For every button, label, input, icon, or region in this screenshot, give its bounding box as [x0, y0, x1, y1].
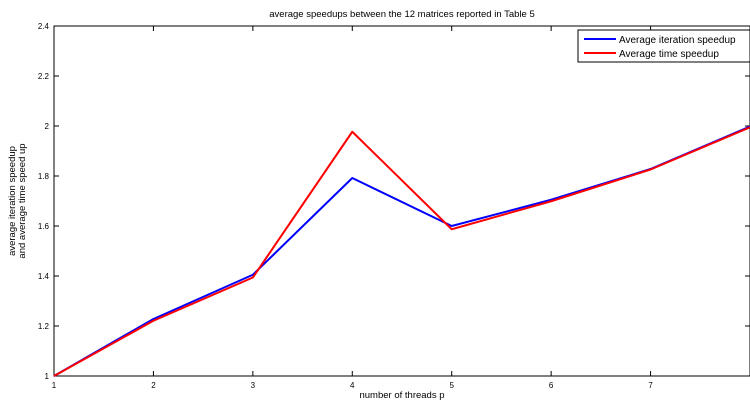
legend-box — [577, 29, 750, 63]
y-tick-label: 1.4 — [38, 272, 50, 281]
legend-label-iteration: Average iteration speedup — [619, 35, 736, 46]
y-tick-label: 2.2 — [38, 72, 50, 81]
series-layer — [53, 125, 750, 377]
y-axis-label-line-1: average iteration speedup — [7, 146, 18, 256]
x-tick-label: 3 — [251, 381, 256, 390]
y-tick-label: 2 — [45, 122, 50, 131]
x-tick-label: 2 — [151, 381, 156, 390]
y-tick-label: 2.4 — [38, 22, 50, 31]
x-tick-label: 5 — [449, 381, 454, 390]
y-tick-label: 1.6 — [38, 222, 50, 231]
x-tick-label: 7 — [648, 381, 653, 390]
legend: Average iteration speedup Average time s… — [577, 29, 750, 63]
y-tick-label: 1 — [45, 372, 50, 381]
legend-label-time: Average time speedup — [619, 49, 719, 60]
series-line-time-speedup — [53, 126, 750, 377]
x-axis-label: number of threads p — [359, 390, 444, 401]
y-tick-label: 1.2 — [38, 322, 50, 331]
y-tick-label: 1.8 — [38, 172, 50, 181]
chart-title: average speedups between the 12 matrices… — [269, 9, 534, 20]
x-tick-label: 6 — [549, 381, 554, 390]
x-tick-label: 1 — [52, 381, 57, 390]
x-tick-label: 4 — [350, 381, 355, 390]
y-axis-label-line-2: and average time speed up — [17, 143, 28, 258]
y-axis: 1 1.2 1.4 1.6 1.8 2 2.2 2.4 — [38, 22, 750, 381]
